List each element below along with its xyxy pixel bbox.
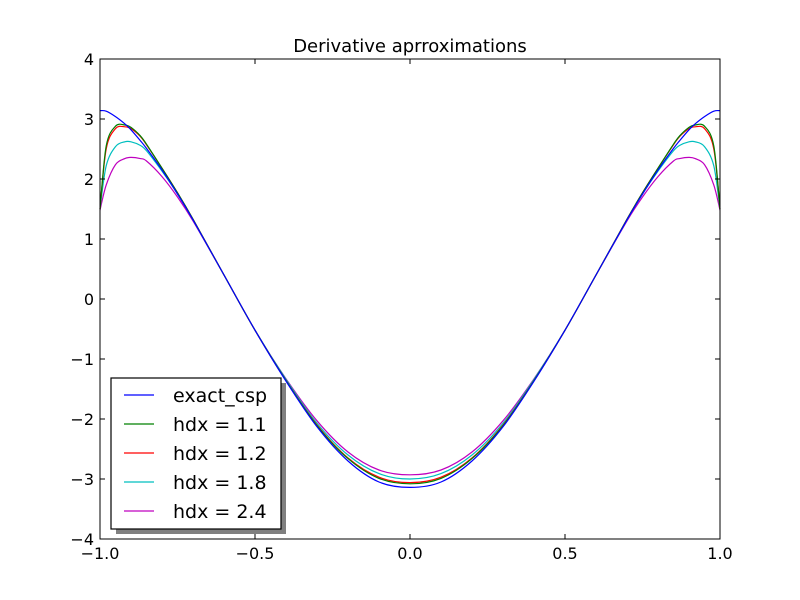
plot-frame (99, 58, 721, 540)
y-tick-label: 3 (84, 110, 94, 129)
legend-label: hdx = 1.8 (173, 472, 267, 494)
x-tick-label: 1.0 (707, 544, 732, 563)
y-tick-label: −3 (70, 470, 94, 489)
x-tick-label: −1.0 (81, 544, 120, 563)
x-tick-label: 0.0 (397, 544, 422, 563)
x-tick-label: 0.5 (552, 544, 577, 563)
y-tick-label: 4 (84, 50, 94, 69)
chart-title: Derivative aprroximations (293, 36, 527, 57)
legend-label: hdx = 1.1 (173, 414, 267, 436)
y-tick-label: 2 (84, 170, 94, 189)
y-tick-label: −2 (70, 410, 94, 429)
legend-label: hdx = 2.4 (173, 501, 267, 523)
series-lines (99, 109, 721, 489)
y-tick-label: 0 (84, 290, 94, 309)
legend-label: exact_csp (173, 385, 267, 407)
legend-label: hdx = 1.2 (173, 443, 267, 465)
series-line-1 (99, 123, 721, 485)
y-tick-label: 1 (84, 230, 94, 249)
y-tick-label: −1 (70, 350, 94, 369)
y-tick-label: −4 (70, 530, 94, 549)
series-line-3 (99, 140, 721, 480)
x-tick-label: −0.5 (236, 544, 275, 563)
series-line-4 (99, 156, 721, 476)
series-line-0 (99, 109, 721, 489)
